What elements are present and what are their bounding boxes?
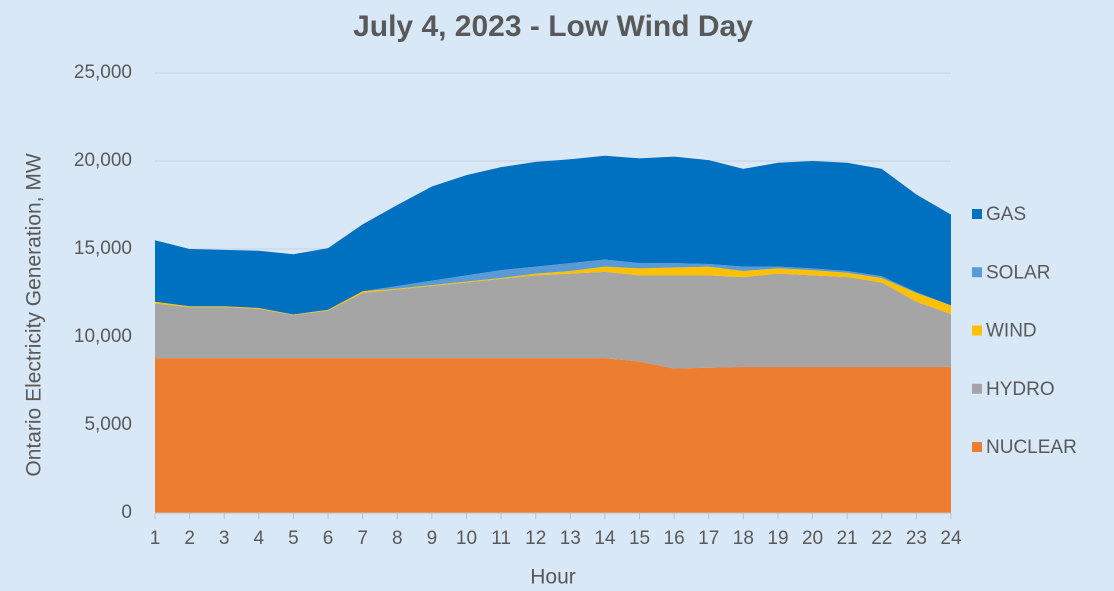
x-tick-label: 4 (254, 528, 265, 549)
x-tick-label: 24 (940, 528, 962, 549)
x-tick-label: 8 (392, 528, 403, 549)
x-tick-label: 5 (288, 528, 299, 549)
area (155, 358, 951, 513)
x-tick-label: 22 (871, 528, 892, 549)
x-tick-label: 19 (767, 528, 788, 549)
x-tick-label: 2 (184, 528, 195, 549)
area (155, 259, 951, 315)
x-tick-label: 14 (594, 528, 616, 549)
x-tick-label: 12 (525, 528, 546, 549)
x-tick-label: 7 (357, 528, 368, 549)
x-tick-label: 21 (837, 528, 858, 549)
legend-label: WIND (986, 321, 1037, 342)
area (155, 155, 951, 315)
x-tick-label: 10 (456, 528, 477, 549)
y-tick-label: 25,000 (74, 62, 132, 83)
x-tick-label: 15 (629, 528, 650, 549)
legend-label: SOLAR (986, 262, 1050, 283)
x-tick-label: 13 (560, 528, 581, 549)
legend-label: GAS (986, 204, 1026, 225)
x-tick-label: 20 (802, 528, 823, 549)
legend-label: NUCLEAR (986, 437, 1077, 458)
y-axis-label: Ontario Electricity Generation, MW (23, 153, 46, 476)
legend-label: HYDRO (986, 379, 1055, 400)
y-tick-label: 10,000 (74, 326, 132, 347)
legend-swatch (972, 383, 982, 394)
y-tick-label: 20,000 (74, 150, 132, 171)
legend-swatch (972, 325, 982, 336)
x-tick-label: 9 (427, 528, 438, 549)
legend-swatch (972, 209, 982, 219)
x-tick-label: 23 (906, 528, 927, 549)
x-tick-label: 16 (664, 528, 685, 549)
x-tick-label: 6 (323, 528, 334, 549)
legend-swatch (972, 442, 982, 452)
y-tick-label: 5,000 (84, 414, 132, 435)
x-tick-label: 1 (150, 528, 161, 549)
y-tick-label: 0 (121, 502, 132, 523)
x-axis-label: Hour (530, 566, 576, 589)
x-tick-label: 17 (698, 528, 719, 549)
chart-title: July 4, 2023 - Low Wind Day (353, 10, 753, 43)
x-tick-label: 18 (733, 528, 754, 549)
legend-swatch (972, 267, 982, 278)
y-tick-label: 15,000 (74, 238, 132, 259)
x-tick-label: 11 (491, 528, 511, 549)
area (155, 271, 951, 369)
x-tick-label: 3 (219, 528, 230, 549)
